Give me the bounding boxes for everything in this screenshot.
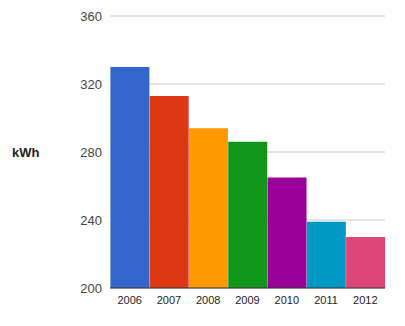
svg-text:240: 240: [80, 213, 102, 228]
svg-text:200: 200: [80, 281, 102, 296]
svg-text:2008: 2008: [196, 294, 220, 306]
svg-text:2012: 2012: [353, 294, 377, 306]
svg-text:2006: 2006: [117, 294, 141, 306]
svg-text:2010: 2010: [275, 294, 299, 306]
svg-text:280: 280: [80, 145, 102, 160]
svg-text:360: 360: [80, 9, 102, 24]
svg-text:320: 320: [80, 77, 102, 92]
svg-text:2009: 2009: [235, 294, 259, 306]
svg-text:2007: 2007: [157, 294, 181, 306]
svg-text:kWh: kWh: [12, 145, 40, 160]
svg-text:2011: 2011: [314, 294, 338, 306]
